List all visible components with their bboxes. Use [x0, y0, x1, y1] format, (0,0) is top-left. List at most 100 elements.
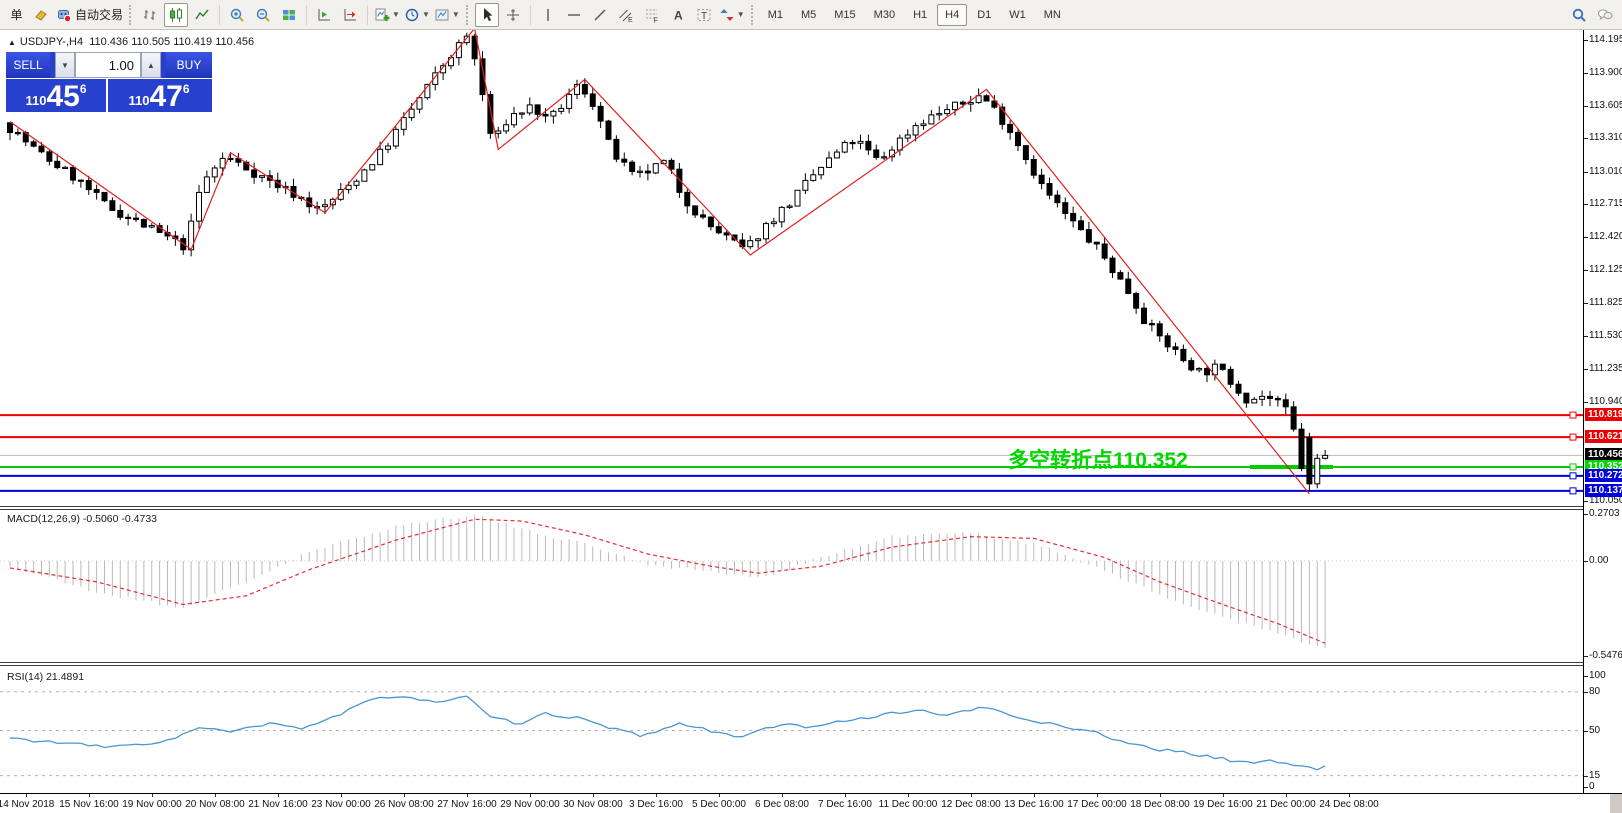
crosshair-button[interactable] — [501, 3, 525, 27]
timeframe-h4[interactable]: H4 — [937, 3, 968, 26]
sell-price[interactable]: 110 45 6 — [6, 79, 108, 112]
macd-pane[interactable] — [0, 510, 1583, 662]
price-axis-label: 112.420 — [1589, 231, 1622, 243]
timeframe-d1[interactable]: D1 — [969, 4, 999, 26]
equidistant-channel-button[interactable]: E — [614, 3, 638, 27]
main-toolbar: 单 自动交易 ▼ ▼ ▼ E F A T ▼ M1 M5 M15 M30 H1 H4 D1 W1 MN — [0, 0, 1622, 30]
zoom-in-button[interactable] — [225, 3, 249, 27]
rsi-axis-label: 50 — [1589, 724, 1601, 736]
svg-text:E: E — [628, 17, 633, 23]
volume-decrease-button[interactable]: ▼ — [55, 52, 75, 78]
line-chart-button[interactable] — [190, 3, 214, 27]
svg-text:T: T — [701, 11, 707, 22]
date-label: 24 Dec 08:00 — [1319, 799, 1379, 810]
cursor-button[interactable] — [474, 2, 499, 27]
price-line-label-110.621: 110.621 — [1585, 430, 1622, 444]
symbol-period-label: USDJPY-,H4 — [19, 36, 84, 48]
tile-windows-button[interactable] — [277, 3, 301, 27]
price-axis-label: 112.715 — [1589, 198, 1622, 210]
search-icon — [1571, 7, 1587, 23]
templates-button[interactable]: ▼ — [433, 3, 461, 27]
horizontal-line-button[interactable] — [562, 3, 586, 27]
new-order-button[interactable]: 单 — [3, 3, 27, 27]
periods-button[interactable]: ▼ — [403, 3, 431, 27]
new-order-button-label: 单 — [10, 8, 23, 22]
time-axis[interactable]: 14 Nov 2018 15 Nov 16:00 19 Nov 00:00 20 No… — [0, 793, 1622, 813]
corner-grip — [1610, 794, 1622, 813]
zoom-in-icon — [229, 7, 245, 23]
arrows-icon — [719, 7, 735, 23]
chart-shift-button[interactable] — [338, 3, 362, 27]
channel-icon: E — [618, 7, 634, 23]
text-icon: A — [670, 7, 686, 23]
buy-price[interactable]: 110 47 6 — [108, 79, 210, 112]
pane-separator[interactable] — [0, 662, 1622, 666]
date-label: 30 Nov 08:00 — [563, 799, 623, 810]
zoom-out-icon — [255, 7, 271, 23]
search-button[interactable] — [1567, 3, 1591, 27]
rsi-pane[interactable] — [0, 666, 1583, 793]
line-chart-icon — [194, 7, 210, 23]
autotrading-button[interactable]: 自动交易 — [55, 3, 124, 27]
metaeditor-button[interactable] — [29, 3, 53, 27]
date-label: 23 Nov 00:00 — [311, 799, 371, 810]
bar-chart-button[interactable] — [138, 3, 162, 27]
timeframe-mn[interactable]: MN — [1036, 4, 1069, 26]
text-button[interactable]: A — [666, 3, 690, 27]
horizontal-line-110.272[interactable] — [0, 472, 1583, 480]
chat-button[interactable] — [1593, 3, 1617, 27]
toolbar-separator — [367, 4, 369, 25]
zigzag-line[interactable] — [9, 30, 1310, 495]
timeframe-m1[interactable]: M1 — [760, 4, 791, 26]
rsi-axis-label: 80 — [1589, 685, 1601, 697]
date-label: 14 Nov 2018 — [0, 799, 55, 810]
candlestick-chart-button[interactable] — [164, 2, 189, 27]
date-label: 13 Dec 16:00 — [1004, 799, 1064, 810]
sell-price-point: 6 — [79, 82, 87, 96]
auto-scroll-button[interactable] — [312, 3, 336, 27]
chart-shift-icon — [342, 7, 358, 23]
arrows-button[interactable]: ▼ — [718, 3, 746, 27]
text-label-button[interactable]: T — [692, 3, 716, 27]
timeframe-m15[interactable]: M15 — [826, 4, 863, 26]
rsi-line — [9, 695, 1326, 771]
price-axis-label: 113.010 — [1589, 165, 1622, 177]
date-label: 18 Dec 08:00 — [1130, 799, 1190, 810]
timeframe-m30[interactable]: M30 — [866, 4, 903, 26]
rsi-label: RSI(14) 21.4891 — [7, 671, 85, 683]
volume-increase-button[interactable]: ▲ — [141, 52, 161, 78]
horizontal-line-110.137[interactable] — [0, 487, 1583, 495]
volume-input[interactable] — [75, 52, 141, 78]
horizontal-line-110.352[interactable] — [0, 463, 1583, 471]
price-axis-label: 113.605 — [1589, 99, 1622, 111]
zoom-out-button[interactable] — [251, 3, 275, 27]
horizontal-line-110.819[interactable] — [0, 411, 1583, 419]
indicators-icon — [374, 7, 390, 23]
panel-gap — [161, 52, 166, 78]
price-axis-label: 111.825 — [1589, 297, 1622, 309]
sell-button[interactable]: SELL — [6, 52, 50, 78]
dropdown-arrow-icon: ▼ — [421, 10, 430, 19]
timeframe-w1[interactable]: W1 — [1001, 4, 1034, 26]
indicators-button[interactable]: ▼ — [373, 3, 401, 27]
pivot-annotation-text[interactable]: 多空转折点110.352 — [1008, 449, 1188, 472]
timeframe-m5[interactable]: M5 — [793, 4, 824, 26]
chevron-down-icon: ▼ — [61, 60, 69, 70]
price-axis-label: 113.900 — [1589, 66, 1622, 78]
fibonacci-button[interactable]: F — [640, 3, 664, 27]
pane-separator[interactable] — [0, 506, 1622, 510]
text-label-icon: T — [696, 7, 712, 23]
autotrading-button-label: 自动交易 — [75, 8, 124, 22]
macd-axis-label: -0.5476 — [1589, 650, 1622, 662]
sell-price-figure: 110 — [25, 93, 47, 108]
horizontal-line-110.621[interactable] — [0, 433, 1583, 441]
price-axis[interactable]: 114.195 113.900 113.605 113.310 113.010 112.7… — [1583, 30, 1622, 793]
toolbar-separator — [219, 4, 221, 25]
vertical-line-button[interactable] — [536, 3, 560, 27]
trendline-button[interactable] — [588, 3, 612, 27]
buy-button[interactable]: BUY — [166, 52, 212, 78]
timeframe-h1[interactable]: H1 — [905, 4, 935, 26]
price-line-label-110.456: 110.456 — [1585, 448, 1622, 462]
main-chart[interactable] — [0, 30, 1583, 506]
ohlc-values: 110.436 110.505 110.419 110.456 — [89, 36, 255, 48]
